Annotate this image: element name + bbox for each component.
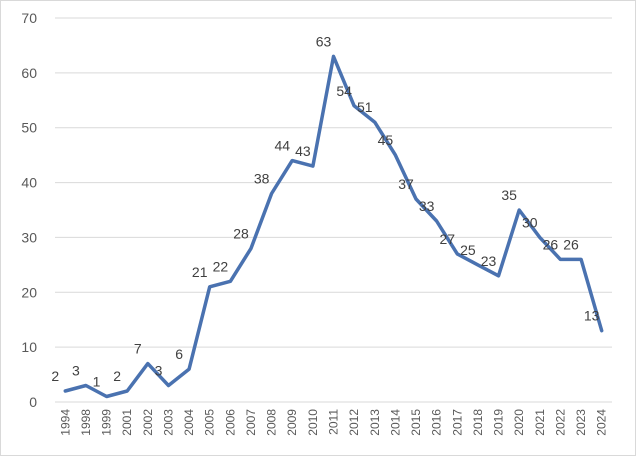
data-label: 27 [439,231,455,247]
x-tick-label: 2024 [595,409,609,436]
data-label: 33 [419,198,435,214]
x-tick-label: 2016 [430,409,444,436]
x-tick-label: 2015 [409,409,423,436]
x-tick-label: 1994 [58,409,72,436]
x-tick-label: 2023 [574,409,588,436]
x-tick-label: 2019 [492,409,506,436]
data-label: 30 [522,214,538,230]
y-tick-label: 30 [21,229,37,245]
x-tick-label: 2010 [306,409,320,436]
data-label: 6 [175,346,183,362]
data-label: 22 [213,258,229,274]
data-label: 13 [584,308,600,324]
y-tick-label: 60 [21,65,37,81]
data-label: 21 [192,264,208,280]
data-label: 28 [233,225,249,241]
x-tick-label: 2005 [203,409,217,436]
x-tick-label: 2001 [120,409,134,436]
data-label: 63 [316,33,332,49]
data-label: 2 [51,368,59,384]
data-label: 26 [563,236,579,252]
data-label: 3 [155,363,163,379]
y-tick-label: 40 [21,175,37,191]
data-label: 2 [113,368,121,384]
y-tick-label: 20 [21,284,37,300]
x-tick-label: 2013 [368,409,382,436]
x-tick-label: 2011 [327,409,341,435]
x-tick-label: 2006 [223,409,237,436]
x-tick-label: 2021 [533,409,547,436]
data-label: 43 [295,143,311,159]
y-tick-label: 70 [21,10,37,26]
x-tick-label: 2017 [450,409,464,436]
series-line [63,54,604,399]
x-tick-label: 2018 [471,409,485,436]
data-label: 1 [93,374,101,390]
data-label: 26 [543,236,559,252]
x-tick-label: 2012 [347,409,361,436]
data-label: 7 [134,341,142,357]
x-tick-label: 2004 [182,409,196,436]
data-label: 51 [357,99,373,115]
x-tick-label: 2014 [388,409,402,436]
data-label: 38 [254,171,270,187]
x-tick-label: 2003 [161,409,175,436]
data-label: 23 [481,253,497,269]
x-tick-label: 2020 [512,409,526,436]
data-label: 3 [72,363,80,379]
x-tick-label: 1998 [79,409,93,436]
data-label: 25 [460,242,476,258]
y-tick-label: 0 [29,394,37,410]
data-label: 37 [398,176,414,192]
y-tick-label: 50 [21,120,37,136]
x-tick-label: 2009 [285,409,299,436]
x-tick-label: 2007 [244,409,258,436]
data-label: 35 [501,187,517,203]
data-label: 44 [274,138,290,154]
data-label: 45 [378,132,394,148]
y-tick-label: 10 [21,339,37,355]
data-label: 54 [336,83,352,99]
x-tick-label: 1999 [100,409,114,436]
x-tick-label: 2022 [553,409,567,436]
x-tick-label: 2008 [265,409,279,436]
x-tick-label: 2002 [141,409,155,436]
